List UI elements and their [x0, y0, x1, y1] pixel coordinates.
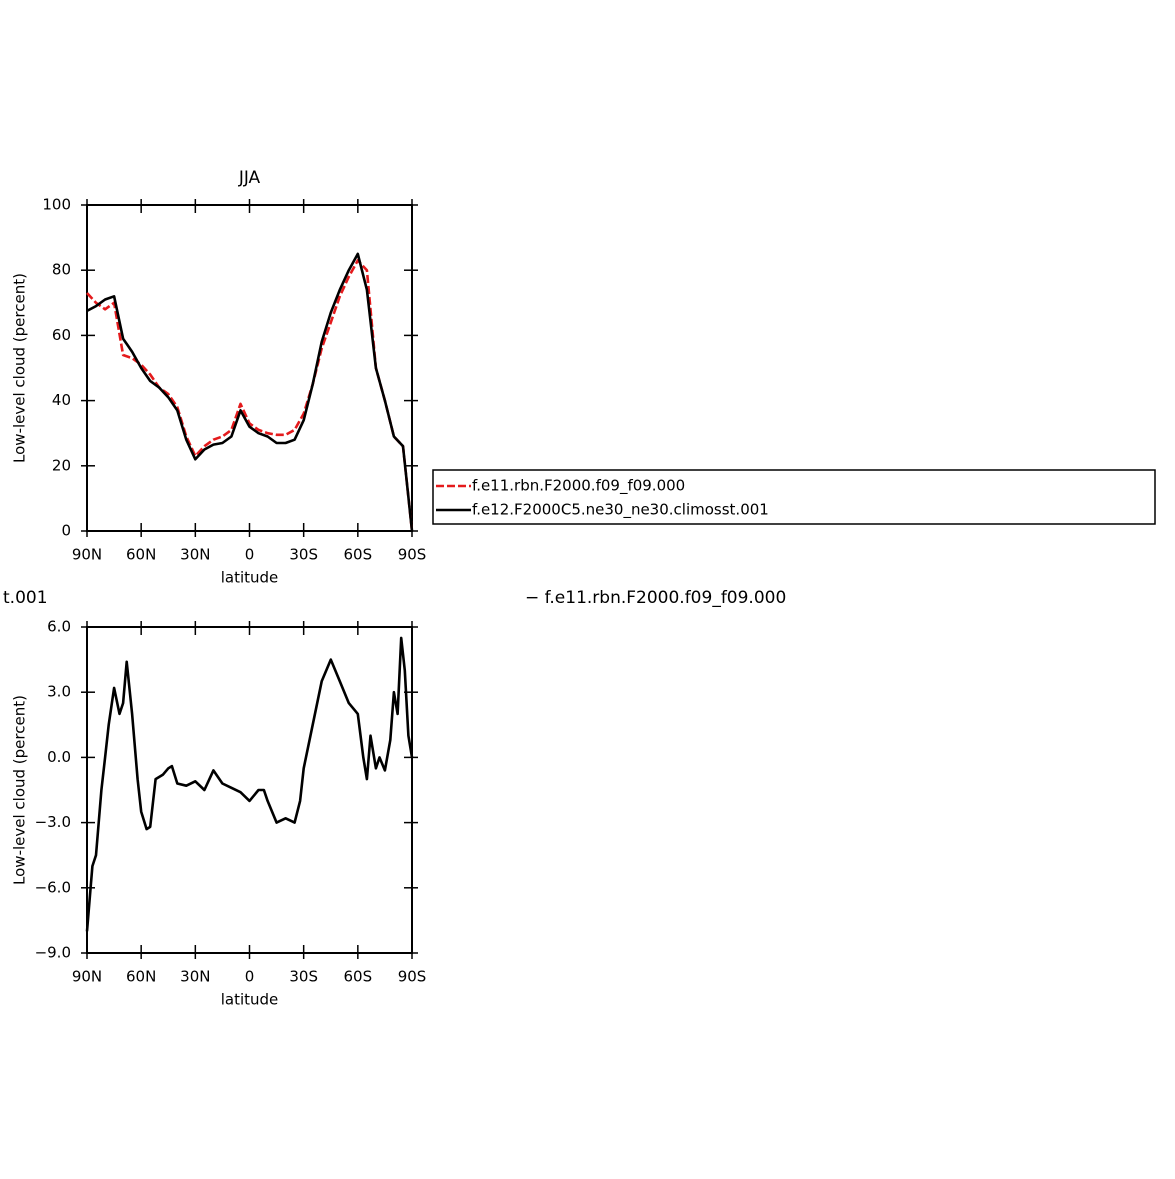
y-axis-label: Low-level cloud (percent): [11, 695, 29, 885]
legend-box: [432, 469, 1156, 525]
y-tick-label: −9.0: [35, 944, 71, 962]
chart-title: − f.e11.rbn.F2000.f09_f09.000: [525, 588, 786, 608]
y-tick-label: 20: [52, 456, 71, 474]
chart-title: JJA: [238, 168, 261, 188]
x-tick-label: 30S: [289, 546, 318, 564]
x-tick-label: 60N: [126, 968, 156, 986]
x-tick-label: 60N: [126, 546, 156, 564]
y-tick-label: 80: [52, 261, 71, 279]
y-tick-label: 6.0: [47, 618, 71, 636]
x-tick-label: 90S: [398, 968, 427, 986]
series-line: [86, 259, 414, 532]
x-tick-label: 90S: [398, 546, 427, 564]
y-tick-label: −3.0: [35, 813, 71, 831]
y-tick-label: −6.0: [35, 878, 71, 896]
y-tick-label: 0.0: [47, 748, 71, 766]
y-tick-label: 60: [52, 326, 71, 344]
x-tick-label: 90N: [72, 546, 102, 564]
legend-label: f.e11.rbn.F2000.f09_f09.000: [472, 477, 685, 496]
x-axis-label: latitude: [221, 991, 279, 1009]
x-axis-label: latitude: [221, 569, 279, 587]
chart-title: t.001: [3, 588, 48, 608]
x-tick-label: 30N: [180, 968, 210, 986]
series-line: [86, 252, 414, 532]
x-tick-label: 0: [245, 546, 255, 564]
x-tick-label: 30N: [180, 546, 210, 564]
x-tick-label: 0: [245, 968, 255, 986]
x-tick-label: 30S: [289, 968, 318, 986]
y-axis-label: Low-level cloud (percent): [11, 273, 29, 463]
legend-label: f.e12.F2000C5.ne30_ne30.climosst.001: [472, 501, 769, 520]
x-tick-label: 60S: [344, 968, 373, 986]
y-tick-label: 100: [42, 196, 71, 214]
x-tick-label: 60S: [344, 546, 373, 564]
x-tick-label: 90N: [72, 968, 102, 986]
y-tick-label: 0: [61, 522, 71, 540]
y-tick-label: 3.0: [47, 683, 71, 701]
series-line: [85, 636, 414, 932]
y-tick-label: 40: [52, 391, 71, 409]
